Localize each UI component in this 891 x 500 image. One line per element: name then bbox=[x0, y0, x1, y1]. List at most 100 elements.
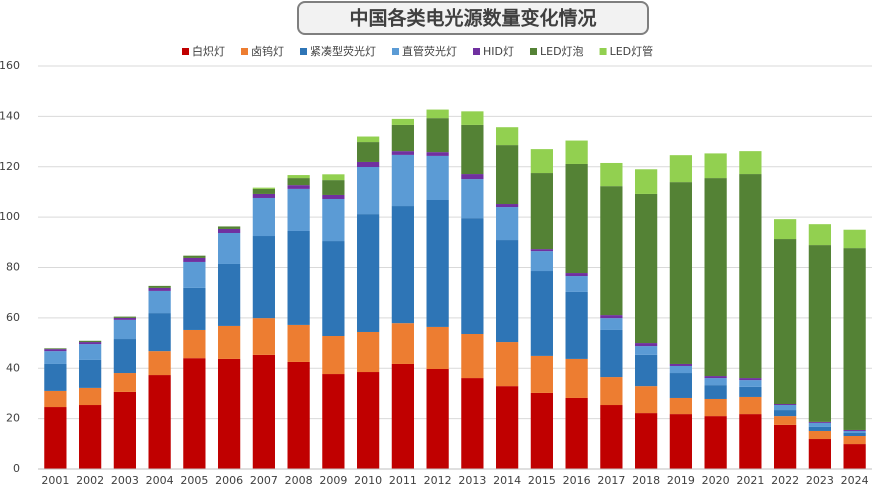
bar-segment bbox=[461, 378, 484, 469]
bar-segment bbox=[252, 236, 275, 319]
bar-segment bbox=[426, 199, 449, 327]
bar-segment bbox=[426, 109, 449, 119]
bar-segment bbox=[426, 326, 449, 370]
legend-swatch bbox=[300, 48, 307, 55]
bar-segment bbox=[113, 317, 136, 320]
bar-segment bbox=[426, 152, 449, 156]
bar-segment bbox=[808, 439, 831, 469]
y-tick-label: 100 bbox=[0, 210, 20, 223]
bar-segment bbox=[739, 378, 762, 381]
bar-segment bbox=[391, 154, 414, 207]
bar-segment bbox=[704, 178, 727, 377]
bar-segment bbox=[739, 386, 762, 397]
bar-segment bbox=[426, 118, 449, 153]
bar-segment bbox=[322, 198, 345, 242]
bar-segment bbox=[808, 426, 831, 431]
bar-segment bbox=[322, 336, 345, 375]
bar-segment bbox=[843, 436, 866, 445]
bar-segment bbox=[79, 344, 102, 360]
bar-segment bbox=[635, 193, 658, 344]
y-tick-label: 160 bbox=[0, 59, 20, 72]
x-tick-label: 2003 bbox=[111, 474, 139, 487]
bar-segment bbox=[530, 392, 553, 469]
bar-segment bbox=[44, 351, 67, 364]
bar-segment bbox=[357, 167, 380, 215]
bar-segment bbox=[391, 124, 414, 152]
bar-segment bbox=[843, 429, 866, 431]
bar-segment bbox=[44, 363, 67, 391]
bar-segment bbox=[496, 342, 519, 387]
legend-swatch bbox=[392, 48, 399, 55]
y-tick-label: 20 bbox=[6, 412, 20, 425]
bar-segment bbox=[148, 375, 171, 469]
bar-segment bbox=[183, 329, 206, 359]
bar-segment bbox=[669, 155, 692, 183]
bar-segment bbox=[704, 398, 727, 417]
bar-segment bbox=[600, 377, 623, 406]
bar-segment bbox=[79, 387, 102, 406]
bar-segment bbox=[843, 432, 866, 437]
bar-segment bbox=[357, 161, 380, 168]
bar-segment bbox=[218, 358, 241, 469]
x-tick-label: 2014 bbox=[493, 474, 521, 487]
bar-segment bbox=[461, 218, 484, 334]
bar-segment bbox=[218, 263, 241, 326]
x-tick-label: 2009 bbox=[319, 474, 347, 487]
bar-segment bbox=[322, 194, 345, 199]
bar-segment bbox=[565, 163, 588, 274]
x-tick-label: 2010 bbox=[354, 474, 382, 487]
bar-segment bbox=[287, 324, 310, 362]
x-tick-label: 2016 bbox=[563, 474, 591, 487]
bar-segment bbox=[252, 354, 275, 469]
y-tick-label: 140 bbox=[0, 109, 20, 122]
bar-segment bbox=[496, 386, 519, 469]
bar-segment bbox=[669, 414, 692, 469]
bar-segment bbox=[530, 271, 553, 356]
x-tick-label: 2015 bbox=[528, 474, 556, 487]
bar-segment bbox=[287, 175, 310, 179]
bar-segment bbox=[739, 380, 762, 387]
legend-swatch bbox=[599, 48, 607, 55]
legend-label: LED灯泡 bbox=[540, 44, 584, 58]
bar-segment bbox=[774, 405, 797, 411]
bar-segment bbox=[79, 340, 102, 343]
x-tick-label: 2005 bbox=[180, 474, 208, 487]
bar-segment bbox=[252, 197, 275, 237]
bar-segment bbox=[252, 318, 275, 355]
bar-segment bbox=[704, 376, 727, 379]
bar-segment bbox=[461, 111, 484, 125]
bar-segment bbox=[183, 255, 206, 258]
bar-segment bbox=[808, 422, 831, 427]
bar-segment bbox=[704, 153, 727, 179]
bar-segment bbox=[600, 186, 623, 316]
x-tick-label: 2006 bbox=[215, 474, 243, 487]
title-box bbox=[297, 1, 649, 35]
y-tick-label: 60 bbox=[6, 311, 20, 324]
bar-segment bbox=[44, 349, 67, 352]
bar-segment bbox=[530, 355, 553, 393]
bar-segment bbox=[322, 374, 345, 469]
bar-segment bbox=[461, 174, 484, 180]
bar-segment bbox=[496, 127, 519, 146]
x-tick-label: 2023 bbox=[806, 474, 834, 487]
y-tick-label: 120 bbox=[0, 160, 20, 173]
bar-segment bbox=[669, 373, 692, 398]
bar-segment bbox=[635, 386, 658, 414]
bar-segment bbox=[774, 424, 797, 469]
bar-segment bbox=[496, 204, 519, 208]
bar-segment bbox=[183, 287, 206, 330]
bar-segment bbox=[218, 325, 241, 359]
bar-segment bbox=[669, 397, 692, 415]
bar-segment bbox=[357, 142, 380, 162]
bar-segment bbox=[530, 249, 553, 252]
bar-segment bbox=[635, 346, 658, 355]
bar-segment bbox=[148, 287, 171, 291]
bar-segment bbox=[183, 358, 206, 469]
bar-segment bbox=[218, 228, 241, 233]
bar-segment bbox=[79, 342, 102, 345]
bar-segment bbox=[113, 391, 136, 469]
x-tick-label: 2019 bbox=[667, 474, 695, 487]
bar-segment bbox=[287, 178, 310, 186]
bar-segment bbox=[600, 162, 623, 187]
